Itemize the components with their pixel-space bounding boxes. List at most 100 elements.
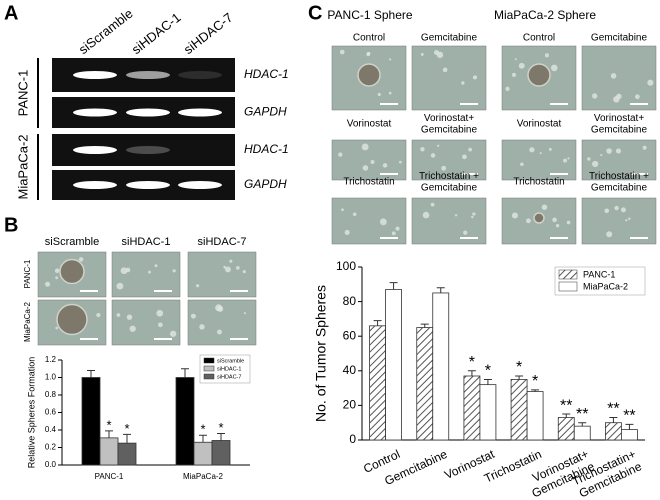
y-tick-label: 80 bbox=[343, 294, 357, 308]
cell-cluster bbox=[592, 93, 598, 99]
cell-cluster bbox=[555, 223, 560, 228]
bar bbox=[463, 375, 481, 441]
sphere bbox=[56, 303, 88, 336]
cell-cluster bbox=[441, 165, 447, 171]
y-tick-label: 1.0 bbox=[45, 373, 57, 382]
cell-cluster bbox=[172, 269, 176, 273]
cell-cluster bbox=[379, 218, 387, 226]
lane-label: siHDAC-1 bbox=[129, 10, 184, 57]
cell-cluster bbox=[55, 326, 59, 330]
cell-cluster bbox=[216, 329, 222, 335]
cell-cluster bbox=[442, 67, 448, 73]
cell-cluster bbox=[217, 305, 224, 312]
cell-cluster bbox=[606, 148, 612, 154]
gel-band bbox=[178, 71, 222, 79]
error-bar bbox=[625, 423, 634, 430]
treatment-label: Trichostatin + Gemcitabine bbox=[419, 171, 479, 194]
micrograph bbox=[111, 251, 181, 298]
group-label: MiaPaCa-2 Sphere bbox=[494, 8, 596, 22]
treatment-label: Trichostatin bbox=[513, 177, 564, 188]
cell-cluster bbox=[243, 312, 247, 315]
cell-cluster bbox=[352, 212, 357, 217]
error-bar bbox=[389, 282, 398, 290]
cell-cluster bbox=[620, 207, 626, 213]
gene-label: HDAC-1 bbox=[244, 142, 289, 156]
column-label: siHDAC-1 bbox=[122, 236, 171, 248]
gel-band bbox=[126, 146, 170, 154]
cell-cluster bbox=[339, 49, 345, 55]
cell-cluster bbox=[566, 220, 571, 225]
column-label: siHDAC-7 bbox=[198, 236, 247, 248]
cell-cluster bbox=[96, 312, 101, 318]
cell-cluster bbox=[170, 330, 177, 337]
gene-label: HDAC-1 bbox=[244, 67, 289, 81]
legend-swatch bbox=[203, 365, 215, 372]
cell-cluster bbox=[399, 160, 402, 164]
significance: * bbox=[124, 421, 129, 436]
cell-cluster bbox=[388, 91, 392, 95]
error-bar bbox=[562, 413, 571, 418]
cell-cluster bbox=[468, 147, 472, 152]
cell-cluster bbox=[539, 152, 542, 155]
bar bbox=[117, 442, 137, 466]
cell-cluster bbox=[430, 153, 436, 158]
cell-cluster bbox=[471, 215, 474, 219]
cell-cluster bbox=[567, 157, 570, 160]
cell-cluster bbox=[116, 282, 124, 290]
cell-line-label: MiaPaCa-2 bbox=[15, 134, 30, 199]
cell-cluster bbox=[190, 313, 196, 319]
bar bbox=[573, 425, 591, 441]
lane-label: siHDAC-7 bbox=[181, 10, 236, 57]
cell-cluster bbox=[518, 62, 525, 69]
sphere bbox=[533, 212, 545, 224]
legend-label: siHDAC-1 bbox=[217, 366, 241, 372]
cell-cluster bbox=[242, 270, 246, 274]
cell-cluster bbox=[472, 75, 478, 80]
cell-cluster bbox=[223, 265, 227, 269]
cell-cluster bbox=[511, 72, 517, 77]
cell-cluster bbox=[563, 158, 568, 163]
bar bbox=[605, 422, 622, 441]
cell-cluster bbox=[395, 226, 400, 231]
error-bar bbox=[373, 320, 382, 326]
cell-cluster bbox=[422, 211, 430, 219]
cell-cluster bbox=[604, 208, 610, 214]
y-tick-label: 100 bbox=[336, 259, 356, 273]
treatment-label: Vorinostat bbox=[347, 119, 392, 130]
cell-cluster bbox=[610, 73, 617, 79]
cell-cluster bbox=[45, 281, 51, 287]
row-label: MiaPaCa-2 bbox=[23, 301, 32, 342]
error-bar bbox=[420, 323, 429, 328]
error-bar bbox=[578, 422, 587, 427]
bar bbox=[175, 377, 195, 466]
cell-cluster bbox=[156, 309, 164, 317]
column-label: siScramble bbox=[45, 236, 99, 248]
bar bbox=[416, 327, 434, 441]
treatment-label: Vorinostat bbox=[517, 119, 562, 130]
significance: ** bbox=[607, 401, 619, 418]
bar bbox=[526, 391, 544, 441]
bar bbox=[193, 441, 213, 466]
treatment-label: Control bbox=[353, 33, 385, 44]
error-bar bbox=[436, 287, 445, 293]
sphere bbox=[59, 258, 85, 285]
y-axis-title: No. of Tumor Spheres bbox=[313, 285, 329, 422]
x-tick-label: MiaPaCa-2 bbox=[183, 472, 224, 481]
error-bar bbox=[515, 375, 524, 380]
y-tick-label: 0.8 bbox=[45, 390, 57, 399]
cell-cluster bbox=[391, 231, 396, 236]
cell-cluster bbox=[157, 322, 163, 328]
cell-cluster bbox=[120, 267, 128, 275]
cell-cluster bbox=[520, 162, 524, 167]
treatment-label: Trichostatin bbox=[343, 177, 394, 188]
significance: * bbox=[516, 359, 522, 376]
cell-cluster bbox=[625, 219, 628, 222]
y-tick-label: 20 bbox=[343, 398, 357, 412]
cell-cluster bbox=[55, 276, 59, 280]
cell-cluster bbox=[462, 154, 467, 160]
cell-cluster bbox=[544, 53, 549, 58]
gel-band bbox=[126, 108, 170, 117]
gel-band bbox=[178, 108, 222, 117]
cell-cluster bbox=[635, 94, 640, 100]
